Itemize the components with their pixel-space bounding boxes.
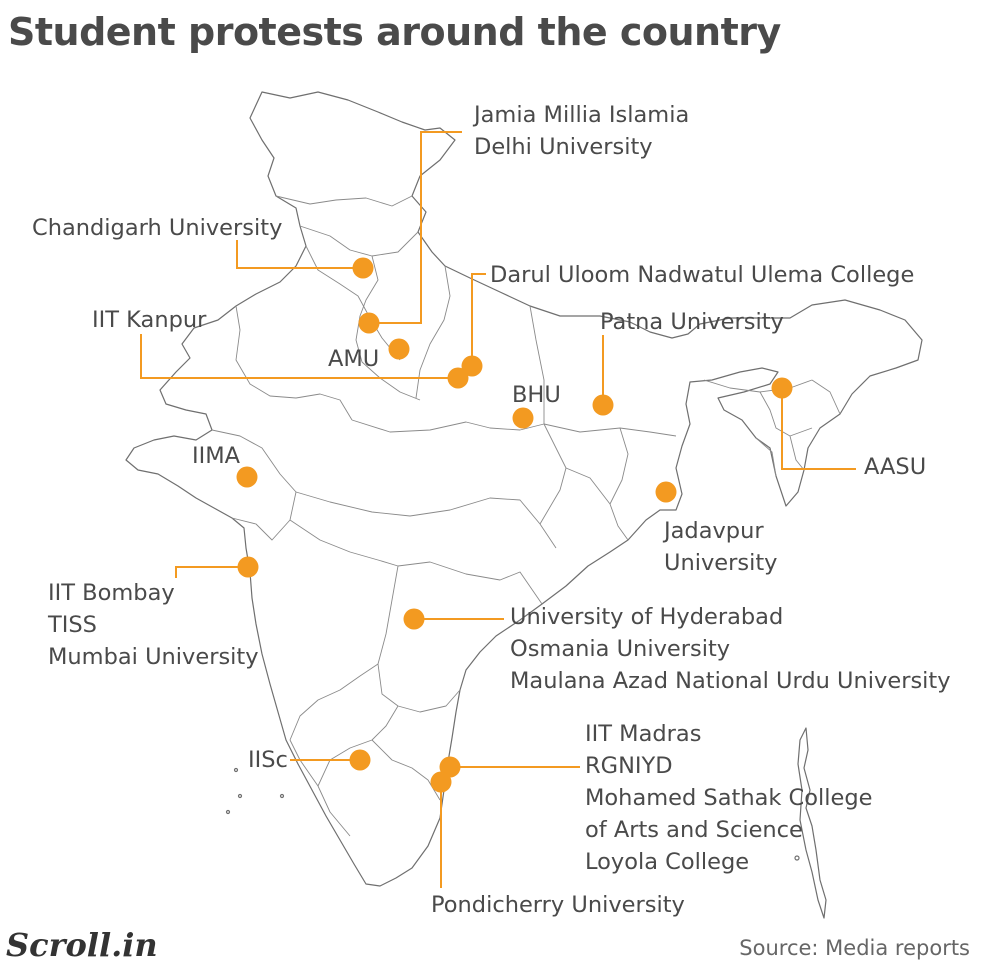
marker-jadavpur[interactable] — [655, 481, 677, 503]
marker-pondicherry[interactable] — [430, 771, 452, 793]
marker-mumbai[interactable] — [237, 556, 259, 578]
label-chandigarh: Chandigarh University — [32, 215, 282, 241]
label-mumbai: IIT Bombay TISS Mumbai University — [47, 580, 259, 670]
marker-jamia-du[interactable] — [358, 312, 380, 334]
marker-darul-uloom[interactable] — [461, 355, 483, 377]
leader-jamia-du — [369, 131, 462, 324]
label-pondicherry: Pondicherry University — [431, 892, 685, 918]
label-iit-kanpur: IIT Kanpur — [92, 307, 207, 333]
label-iima: IIMA — [192, 443, 241, 469]
leader-darul-uloom — [471, 273, 486, 366]
source-note: Source: Media reports — [739, 936, 970, 960]
leader-chandigarh — [236, 240, 363, 269]
label-amu: AMU — [328, 346, 379, 372]
marker-iisc[interactable] — [349, 749, 371, 771]
label-jamia-du: Jamia Millia Islamia Delhi University — [472, 102, 696, 160]
marker-amu[interactable] — [388, 338, 410, 360]
label-jadavpur: Jadavpur University — [662, 518, 778, 576]
marker-hyderabad[interactable] — [403, 608, 425, 630]
label-chennai: IIT Madras RGNIYD Mohamed Sathak College… — [585, 721, 880, 875]
label-patna: Patna University — [600, 309, 784, 335]
scroll-logo[interactable]: Scroll.in — [6, 926, 158, 964]
label-aasu: AASU — [864, 454, 926, 480]
leader-mumbai — [175, 566, 248, 578]
marker-aasu[interactable] — [771, 377, 793, 399]
marker-chandigarh[interactable] — [352, 257, 374, 279]
marker-bhu[interactable] — [512, 407, 534, 429]
leader-iit-kanpur — [140, 334, 458, 379]
label-hyderabad: University of Hyderabad Osmania Universi… — [510, 604, 951, 694]
marker-iima[interactable] — [236, 466, 258, 488]
leader-aasu — [781, 388, 856, 470]
page-title: Student protests around the country — [8, 10, 781, 54]
label-darul-uloom: Darul Uloom Nadwatul Ulema College — [490, 262, 914, 288]
marker-patna[interactable] — [592, 394, 614, 416]
label-bhu: BHU — [512, 382, 561, 408]
label-iisc: IISc — [248, 747, 288, 773]
marker-iit-kanpur[interactable] — [447, 367, 469, 389]
